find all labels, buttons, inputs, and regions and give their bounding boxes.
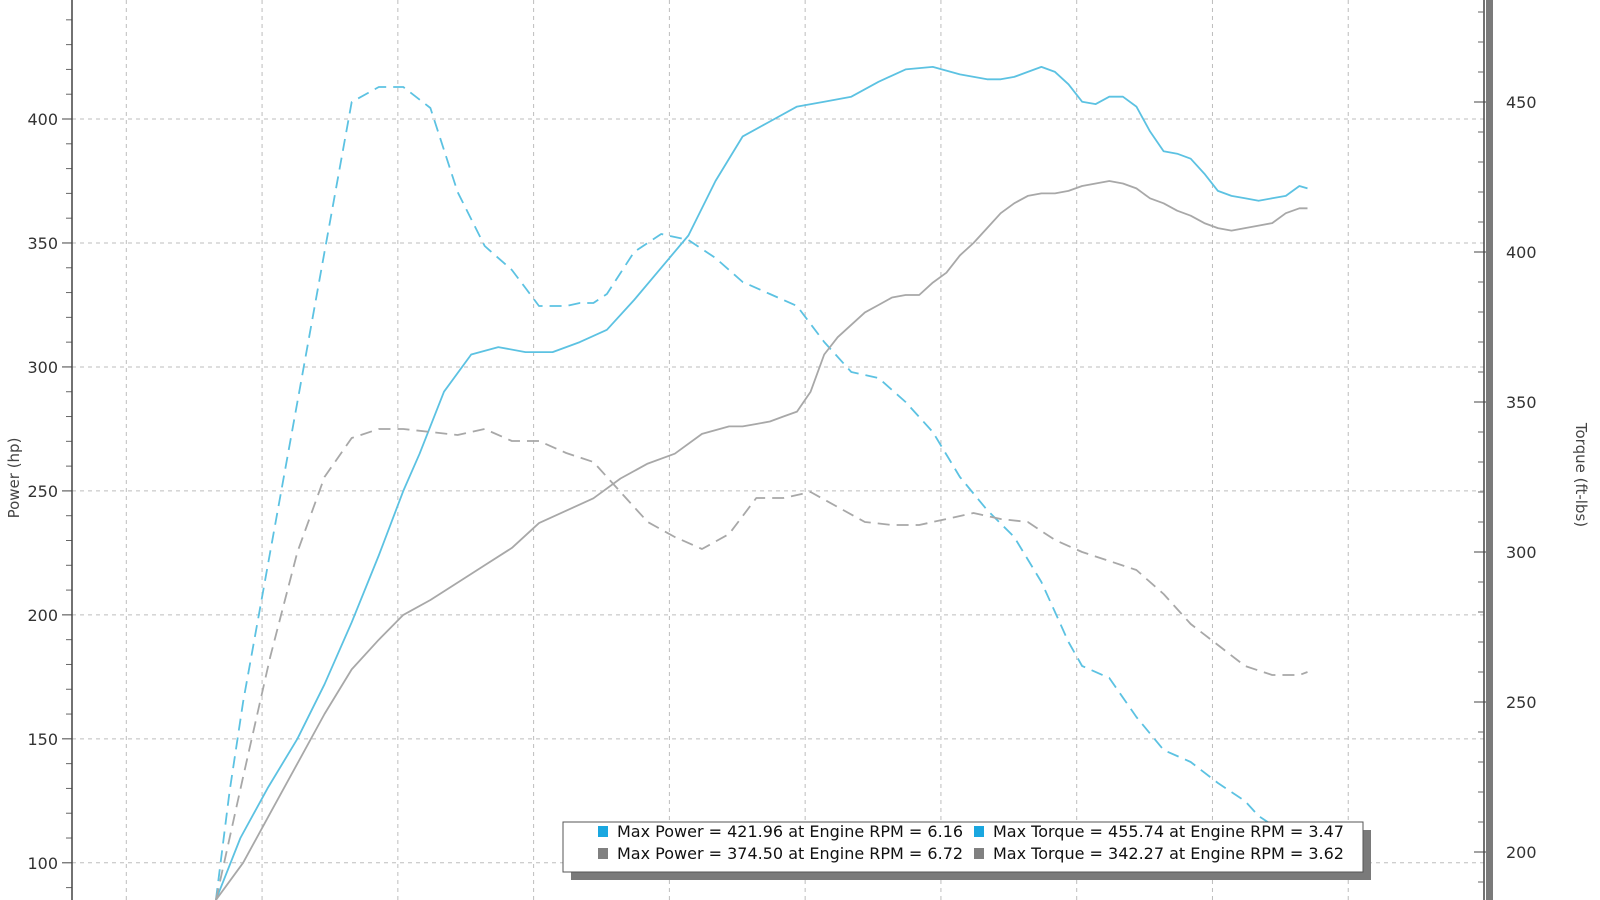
left-tick-label: 350 <box>27 234 58 253</box>
series-line-power-b <box>215 180 1308 900</box>
left-tick-label: 150 <box>27 730 58 749</box>
series-line-power-a <box>215 66 1308 900</box>
right-tick-label: 400 <box>1506 243 1537 262</box>
right-tick-label: 200 <box>1506 843 1537 862</box>
legend-entry: Max Torque = 342.27 at Engine RPM = 3.62 <box>993 844 1344 863</box>
legend-entry: Max Power = 374.50 at Engine RPM = 6.72 <box>617 844 963 863</box>
left-tick-label: 300 <box>27 358 58 377</box>
legend-swatch <box>598 826 608 837</box>
right-tick-label: 350 <box>1506 393 1537 412</box>
series-line-torque-b <box>215 428 1308 900</box>
left-tick-label: 250 <box>27 482 58 501</box>
series-layer <box>215 66 1308 900</box>
right-tick-label: 300 <box>1506 543 1537 562</box>
grid-layer <box>72 0 1484 900</box>
legend-entry: Max Power = 421.96 at Engine RPM = 6.16 <box>617 822 963 841</box>
y-axis-left-label: Power (hp) <box>5 438 23 519</box>
axis-layer: 100 150 200 250 300 350 400 200 250 300 350 400 450 <box>27 0 1537 900</box>
legend: Max Power = 421.96 at Engine RPM = 6.16 … <box>562 821 1371 880</box>
legend-box <box>562 821 1364 873</box>
left-tick-label: 200 <box>27 606 58 625</box>
left-tick-label: 400 <box>27 110 58 129</box>
legend-swatch <box>598 848 608 859</box>
left-tick-label: 100 <box>27 854 58 873</box>
right-tick-label: 450 <box>1506 93 1537 112</box>
legend-entry: Max Torque = 455.74 at Engine RPM = 3.47 <box>993 822 1344 841</box>
legend-swatch <box>974 848 984 859</box>
legend-swatch <box>974 826 984 837</box>
right-tick-label: 250 <box>1506 693 1537 712</box>
y-axis-right-label: Torque (ft-lbs) <box>1572 422 1590 527</box>
right-axis-bar <box>1486 0 1493 900</box>
series-line-torque-a <box>215 86 1308 900</box>
